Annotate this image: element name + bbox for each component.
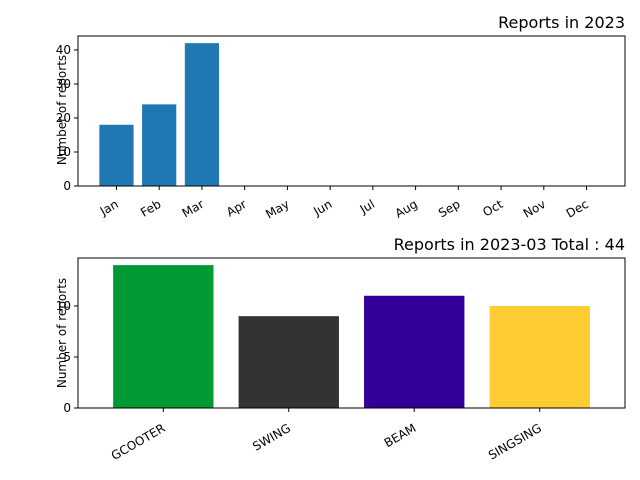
x-tick-label: Aug bbox=[393, 197, 420, 221]
y-tick-label: 30 bbox=[56, 77, 71, 91]
y-ticks: 0 10 20 30 40 bbox=[56, 43, 78, 193]
x-tick-label: SINGSING bbox=[486, 421, 544, 463]
x-tick-label: May bbox=[263, 197, 291, 222]
y-tick-label: 0 bbox=[63, 401, 71, 415]
x-tick-label: Apr bbox=[224, 197, 249, 220]
bar-mar bbox=[184, 43, 220, 186]
y-tick-label: 5 bbox=[63, 350, 71, 364]
x-tick-label: Oct bbox=[480, 197, 505, 220]
x-tick-label: Nov bbox=[521, 197, 548, 221]
monthly-reports-chart: Reports in 2023 Number of reports 0 10 20 3… bbox=[55, 13, 626, 221]
x-tick-label: Dec bbox=[564, 197, 591, 221]
x-tick-label: BEAM bbox=[382, 421, 419, 450]
product-reports-chart: Reports in 2023-03 Total : 44 Number of … bbox=[55, 235, 626, 463]
x-ticks: Jan Feb Mar Apr May Jun Jul Aug Sep Oct Nov Dec bbox=[97, 186, 591, 221]
bar-beam bbox=[364, 295, 465, 408]
x-tick-label: Jun bbox=[310, 197, 334, 219]
x-ticks: GCOOTER SWING BEAM SINGSING bbox=[109, 408, 544, 463]
x-tick-label: SWING bbox=[250, 421, 293, 454]
bars bbox=[99, 43, 220, 186]
y-axis-label: Number of reports bbox=[55, 55, 69, 165]
bar-jan bbox=[99, 124, 134, 186]
x-tick-label: Sep bbox=[436, 197, 463, 220]
x-tick-label: Jul bbox=[357, 197, 377, 217]
y-tick-label: 20 bbox=[56, 111, 71, 125]
chart-title: Reports in 2023 bbox=[498, 13, 625, 32]
bar-feb bbox=[142, 104, 177, 186]
bars bbox=[113, 265, 590, 408]
bar-singsing bbox=[489, 305, 590, 408]
plot-frame bbox=[77, 257, 626, 409]
x-tick-label: Jan bbox=[97, 197, 121, 219]
y-tick-label: 0 bbox=[63, 179, 71, 193]
y-axis-label: Number of reports bbox=[55, 278, 69, 388]
x-tick-label: Mar bbox=[180, 197, 207, 220]
bar-swing bbox=[238, 316, 339, 408]
chart-title: Reports in 2023-03 Total : 44 bbox=[394, 235, 625, 254]
bar-gcooter bbox=[113, 265, 214, 408]
y-tick-label: 10 bbox=[56, 299, 71, 313]
x-tick-label: Feb bbox=[138, 197, 163, 220]
y-tick-label: 40 bbox=[56, 43, 71, 57]
y-tick-label: 10 bbox=[56, 145, 71, 159]
y-ticks: 0 5 10 bbox=[56, 299, 78, 415]
plot-frame bbox=[77, 35, 626, 187]
x-tick-label: GCOOTER bbox=[109, 421, 168, 463]
